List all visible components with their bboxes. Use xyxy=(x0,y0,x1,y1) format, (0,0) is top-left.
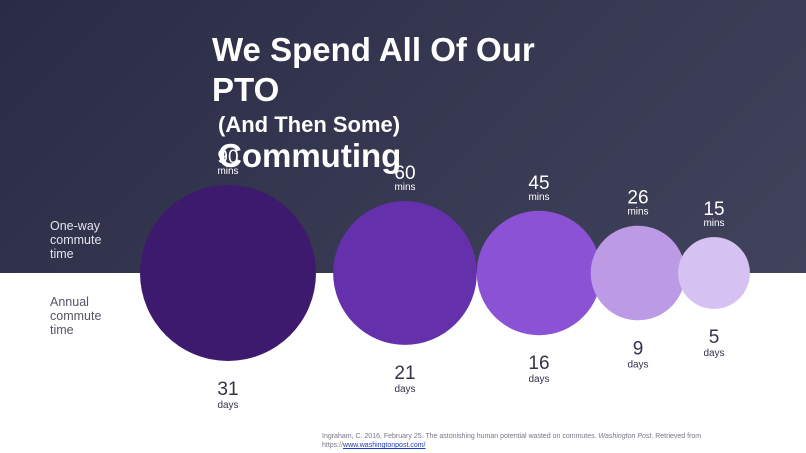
days-value-3: 16 xyxy=(528,353,549,374)
annual-label: Annual commute time xyxy=(50,295,102,337)
citation-url-prefix: https:// xyxy=(322,442,344,449)
citation: Ingraham, C. 2016, February 25. The asto… xyxy=(322,432,742,450)
minutes-unit-1: mins xyxy=(217,166,238,177)
minutes-value-4: 26 xyxy=(627,188,648,209)
days-value-5: 5 xyxy=(709,327,720,348)
days-unit-3: days xyxy=(528,374,549,385)
citation-retrieved: . Retrieved from xyxy=(651,433,702,440)
minutes-unit-3: mins xyxy=(528,192,549,203)
one-way-label: One-way commute time xyxy=(50,219,102,261)
minutes-unit-4: mins xyxy=(627,207,648,218)
days-unit-5: days xyxy=(703,348,724,359)
minutes-value-5: 15 xyxy=(703,199,724,220)
page-title: We Spend All Of Our PTO xyxy=(212,31,535,108)
minutes-value-2: 60 xyxy=(394,163,415,184)
citation-source: Washington Post xyxy=(598,433,652,440)
page-subtitle: (And Then Some) xyxy=(218,112,401,137)
bubble-5 xyxy=(678,237,750,309)
days-value-1: 31 xyxy=(217,379,238,400)
bubble-4 xyxy=(590,225,686,321)
minutes-unit-5: mins xyxy=(703,218,724,229)
days-value-4: 9 xyxy=(633,338,644,359)
days-unit-2: days xyxy=(394,384,415,395)
minutes-unit-2: mins xyxy=(394,182,415,193)
page-title-line2: Commuting xyxy=(218,137,402,174)
days-unit-1: days xyxy=(217,400,238,411)
bubble-1 xyxy=(140,185,316,361)
minutes-value-3: 45 xyxy=(528,173,549,194)
minutes-value-1: 90 xyxy=(217,147,238,168)
days-unit-4: days xyxy=(627,359,648,370)
bubble-3 xyxy=(476,210,602,336)
days-value-2: 21 xyxy=(394,363,415,384)
bubble-2 xyxy=(333,201,477,345)
citation-link[interactable]: www.washingtonpost.com/ xyxy=(343,442,426,449)
citation-text: Ingraham, C. 2016, February 25. The asto… xyxy=(322,433,597,440)
